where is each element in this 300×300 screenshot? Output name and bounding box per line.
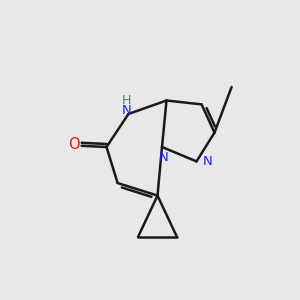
Text: H: H: [121, 94, 131, 107]
Text: N: N: [122, 104, 132, 117]
Text: O: O: [68, 137, 80, 152]
Text: N: N: [159, 151, 168, 164]
Text: N: N: [203, 155, 213, 168]
